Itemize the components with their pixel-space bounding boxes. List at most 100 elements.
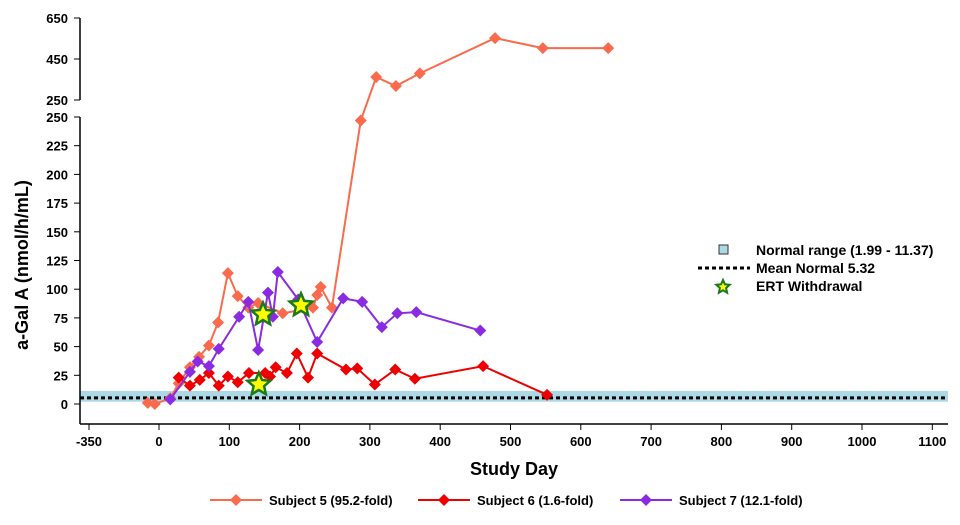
data-point [212, 379, 225, 392]
data-point [183, 365, 196, 378]
legend-item-series-3: Subject 7 (12.1-fold) [620, 493, 803, 508]
x-tick-label: 100 [218, 434, 240, 449]
data-point [489, 32, 502, 45]
data-point [474, 324, 487, 337]
data-point [602, 42, 615, 55]
diamond-icon [640, 494, 652, 506]
x-tick-label: 200 [289, 434, 311, 449]
data-point [290, 347, 303, 360]
y-axis-label: a-Gal A (nmol/h/mL) [12, 180, 32, 350]
data-point [541, 388, 554, 401]
legend-label: Subject 5 (95.2-fold) [269, 493, 393, 508]
data-point [413, 67, 426, 80]
data-point [212, 316, 225, 329]
diamond-icon [438, 494, 450, 506]
data-point [356, 295, 369, 308]
series-line [169, 269, 481, 400]
data-point [410, 306, 423, 319]
ert-withdrawal-star [244, 369, 274, 397]
series-3 [164, 265, 487, 406]
y-tick-label: 450 [46, 52, 68, 67]
data-point [193, 373, 206, 386]
x-tick-label: 500 [500, 434, 522, 449]
data-point [242, 367, 255, 380]
legend-bottom: Subject 5 (95.2-fold) Subject 6 (1.6-fold… [210, 493, 803, 508]
data-point [391, 307, 404, 320]
data-point [231, 376, 244, 389]
diamond-icon [230, 494, 242, 506]
legend-item-series-2: Subject 6 (1.6-fold) [418, 493, 593, 508]
series-line [178, 351, 548, 396]
ert-withdrawal-star [248, 299, 278, 327]
y-tick-label: 225 [46, 139, 68, 154]
ert-withdrawal-legend-label: ERT Withdrawal [756, 278, 862, 294]
data-point [202, 360, 215, 373]
data-point [231, 290, 244, 303]
data-point [276, 307, 289, 320]
data-point [536, 42, 549, 55]
legend-label: Subject 6 (1.6-fold) [477, 493, 593, 508]
data-point [261, 286, 274, 299]
star-icon [713, 277, 733, 295]
x-tick-label: 300 [359, 434, 381, 449]
y-tick-label: 75 [54, 311, 68, 326]
data-point [242, 295, 255, 308]
y-tick-label: 250 [46, 110, 68, 125]
x-tick-label: 400 [429, 434, 451, 449]
data-point [302, 371, 315, 384]
data-point [202, 367, 215, 380]
data-point [221, 370, 234, 383]
legend-label: Subject 7 (12.1-fold) [679, 493, 803, 508]
x-tick-label: 600 [570, 434, 592, 449]
normal-range-band [80, 390, 948, 402]
y-tick-label: 50 [54, 340, 68, 355]
legend-item-series-1: Subject 5 (95.2-fold) [210, 493, 393, 508]
data-point [339, 363, 352, 376]
legend-right: Normal range (1.99 - 11.37) Mean Normal … [698, 242, 933, 295]
ert-withdrawal-star [286, 290, 316, 318]
y-tick-label: 25 [54, 368, 68, 383]
data-point [221, 267, 234, 280]
data-point [375, 321, 388, 334]
y-tick-label: 125 [46, 254, 68, 269]
data-point [191, 355, 204, 368]
data-point [477, 360, 490, 373]
data-point [183, 379, 196, 392]
data-point [389, 363, 402, 376]
data-point [212, 342, 225, 355]
y-tick-label: 250 [46, 93, 68, 108]
data-point [314, 280, 327, 293]
data-point [202, 339, 215, 352]
x-tick-label: 1100 [918, 434, 946, 449]
data-point [337, 292, 350, 305]
data-point [354, 114, 367, 127]
data-point [389, 80, 402, 93]
y-tick-label: 0 [61, 397, 68, 412]
data-point [408, 372, 421, 385]
x-tick-label: 0 [155, 434, 162, 449]
data-point [252, 344, 265, 357]
data-point [368, 378, 381, 391]
data-point [148, 398, 161, 410]
data-point [280, 367, 293, 380]
y-tick-label: 175 [46, 196, 68, 211]
x-tick-label: 700 [640, 434, 662, 449]
star-icon-shape [713, 277, 733, 295]
series-2 [172, 347, 554, 401]
data-point [172, 371, 185, 384]
y-tick-label: 650 [46, 11, 68, 26]
x-tick-label: 800 [711, 434, 733, 449]
data-point [311, 336, 324, 349]
data-point [233, 310, 246, 323]
y-tick-label: 150 [46, 225, 68, 240]
normal-range-legend-icon [718, 244, 729, 255]
data-point [370, 71, 383, 84]
mean-normal-legend-label: Mean Normal 5.32 [756, 260, 875, 276]
x-tick-label: 900 [781, 434, 803, 449]
data-point [351, 362, 364, 375]
y-tick-label: 100 [46, 282, 68, 297]
series-1 [141, 32, 615, 410]
normal-range-legend-label: Normal range (1.99 - 11.37) [756, 242, 933, 258]
data-point [164, 393, 177, 406]
